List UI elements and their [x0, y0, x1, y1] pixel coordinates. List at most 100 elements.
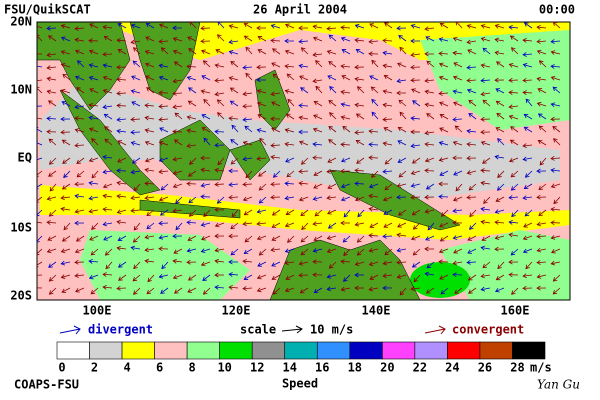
wind-arrow	[46, 76, 57, 82]
wind-arrow	[158, 169, 169, 175]
wind-arrow	[46, 89, 57, 95]
wind-arrow	[300, 248, 309, 256]
wind-arrow	[217, 112, 225, 120]
wind-arrow	[158, 196, 169, 202]
lon-label: 160E	[501, 304, 530, 318]
wind-arrow	[243, 23, 253, 29]
wind-arrow	[455, 183, 463, 192]
wind-arrow	[553, 196, 561, 205]
wind-arrow	[48, 261, 57, 268]
wind-arrow	[284, 23, 295, 29]
wind-arrow	[454, 287, 463, 295]
wind-arrow	[410, 143, 421, 149]
wind-arrow	[396, 232, 407, 238]
wind-arrow	[172, 25, 183, 31]
wind-arrow	[480, 129, 491, 135]
wind-arrow	[48, 157, 57, 165]
wind-arrow	[173, 61, 183, 68]
wind-arrow	[552, 125, 561, 133]
wind-arrow	[144, 115, 155, 121]
wind-arrow	[354, 130, 365, 135]
wind-arrow	[343, 274, 351, 282]
wind-arrow	[117, 261, 127, 268]
wind-arrow	[522, 285, 533, 291]
wind-arrow	[187, 36, 197, 42]
wind-arrow	[103, 235, 113, 241]
speed-patch	[410, 262, 470, 298]
footer-right: Yan Gu	[537, 378, 580, 392]
wind-arrow	[439, 101, 449, 107]
wind-arrow	[482, 157, 491, 164]
wind-arrow	[452, 75, 463, 81]
wind-arrow	[495, 88, 505, 94]
wind-arrow	[495, 274, 505, 281]
wind-arrow	[426, 261, 435, 269]
wind-arrow	[146, 87, 155, 94]
wind-arrow	[424, 89, 435, 95]
wind-arrow	[523, 222, 533, 228]
wind-arrow	[132, 287, 141, 295]
wind-arrow	[550, 75, 561, 81]
wind-arrow	[158, 104, 169, 109]
wind-arrow	[90, 248, 99, 256]
wind-arrow	[524, 170, 533, 178]
wind-arrow	[214, 272, 225, 278]
wind-arrow	[340, 259, 351, 264]
wind-arrow	[272, 73, 281, 81]
wind-arrow	[200, 25, 211, 31]
wind-arrow	[496, 112, 505, 120]
wind-arrow	[102, 193, 113, 199]
wind-arrow	[270, 194, 281, 200]
wind-arrow	[466, 65, 477, 70]
wind-arrow	[37, 140, 43, 146]
wind-arrow	[47, 35, 57, 42]
wind-arrow	[369, 222, 379, 228]
header-left: FSU/QuikSCAT	[4, 3, 91, 17]
wind-arrow	[60, 24, 71, 29]
wind-arrow	[438, 91, 449, 96]
wind-arrow	[284, 63, 295, 69]
wind-arrow	[243, 35, 253, 42]
wind-arrow	[91, 222, 99, 230]
wind-arrow	[89, 23, 99, 29]
colorbar-box	[512, 341, 546, 360]
wind-arrow	[158, 140, 169, 146]
wind-arrow	[159, 209, 169, 216]
wind-arrow	[510, 248, 519, 256]
wind-arrow	[328, 61, 337, 68]
wind-arrow	[452, 196, 463, 202]
wind-arrow	[256, 101, 267, 107]
wind-arrow	[284, 260, 295, 266]
colorbar-tick: 10	[217, 361, 231, 375]
wind-arrow	[469, 222, 477, 230]
wind-arrow	[132, 60, 141, 68]
wind-arrow	[188, 196, 197, 204]
lat-label: 20N	[10, 15, 32, 29]
wind-arrow	[245, 72, 253, 81]
wind-arrow	[76, 87, 85, 94]
wind-arrow	[187, 170, 197, 177]
wind-arrow	[328, 139, 337, 146]
wind-arrow	[341, 75, 351, 81]
wind-arrow	[369, 75, 379, 81]
wind-arrow	[37, 34, 43, 42]
wind-arrow	[214, 129, 225, 135]
wind-arrow	[133, 222, 141, 231]
wind-arrow	[186, 248, 197, 253]
wind-arrow	[285, 113, 295, 120]
wind-arrow	[396, 194, 407, 200]
wind-arrow	[536, 274, 547, 279]
wind-arrow	[410, 286, 421, 292]
wind-arrow	[116, 64, 127, 70]
wind-arrow	[342, 235, 351, 243]
wind-arrow	[37, 79, 43, 82]
wind-arrow	[508, 272, 519, 278]
wind-arrow	[158, 90, 169, 96]
wind-arrow	[102, 272, 113, 277]
wind-arrow	[230, 139, 239, 146]
wind-arrow	[228, 116, 239, 121]
wind-arrow	[356, 235, 365, 243]
colorbar: 0 2 4 6 8 10 12 14 16 18 20 22 24 26 28 m/s	[56, 341, 552, 375]
colorbar-box	[251, 341, 286, 360]
wind-arrow	[315, 85, 323, 94]
